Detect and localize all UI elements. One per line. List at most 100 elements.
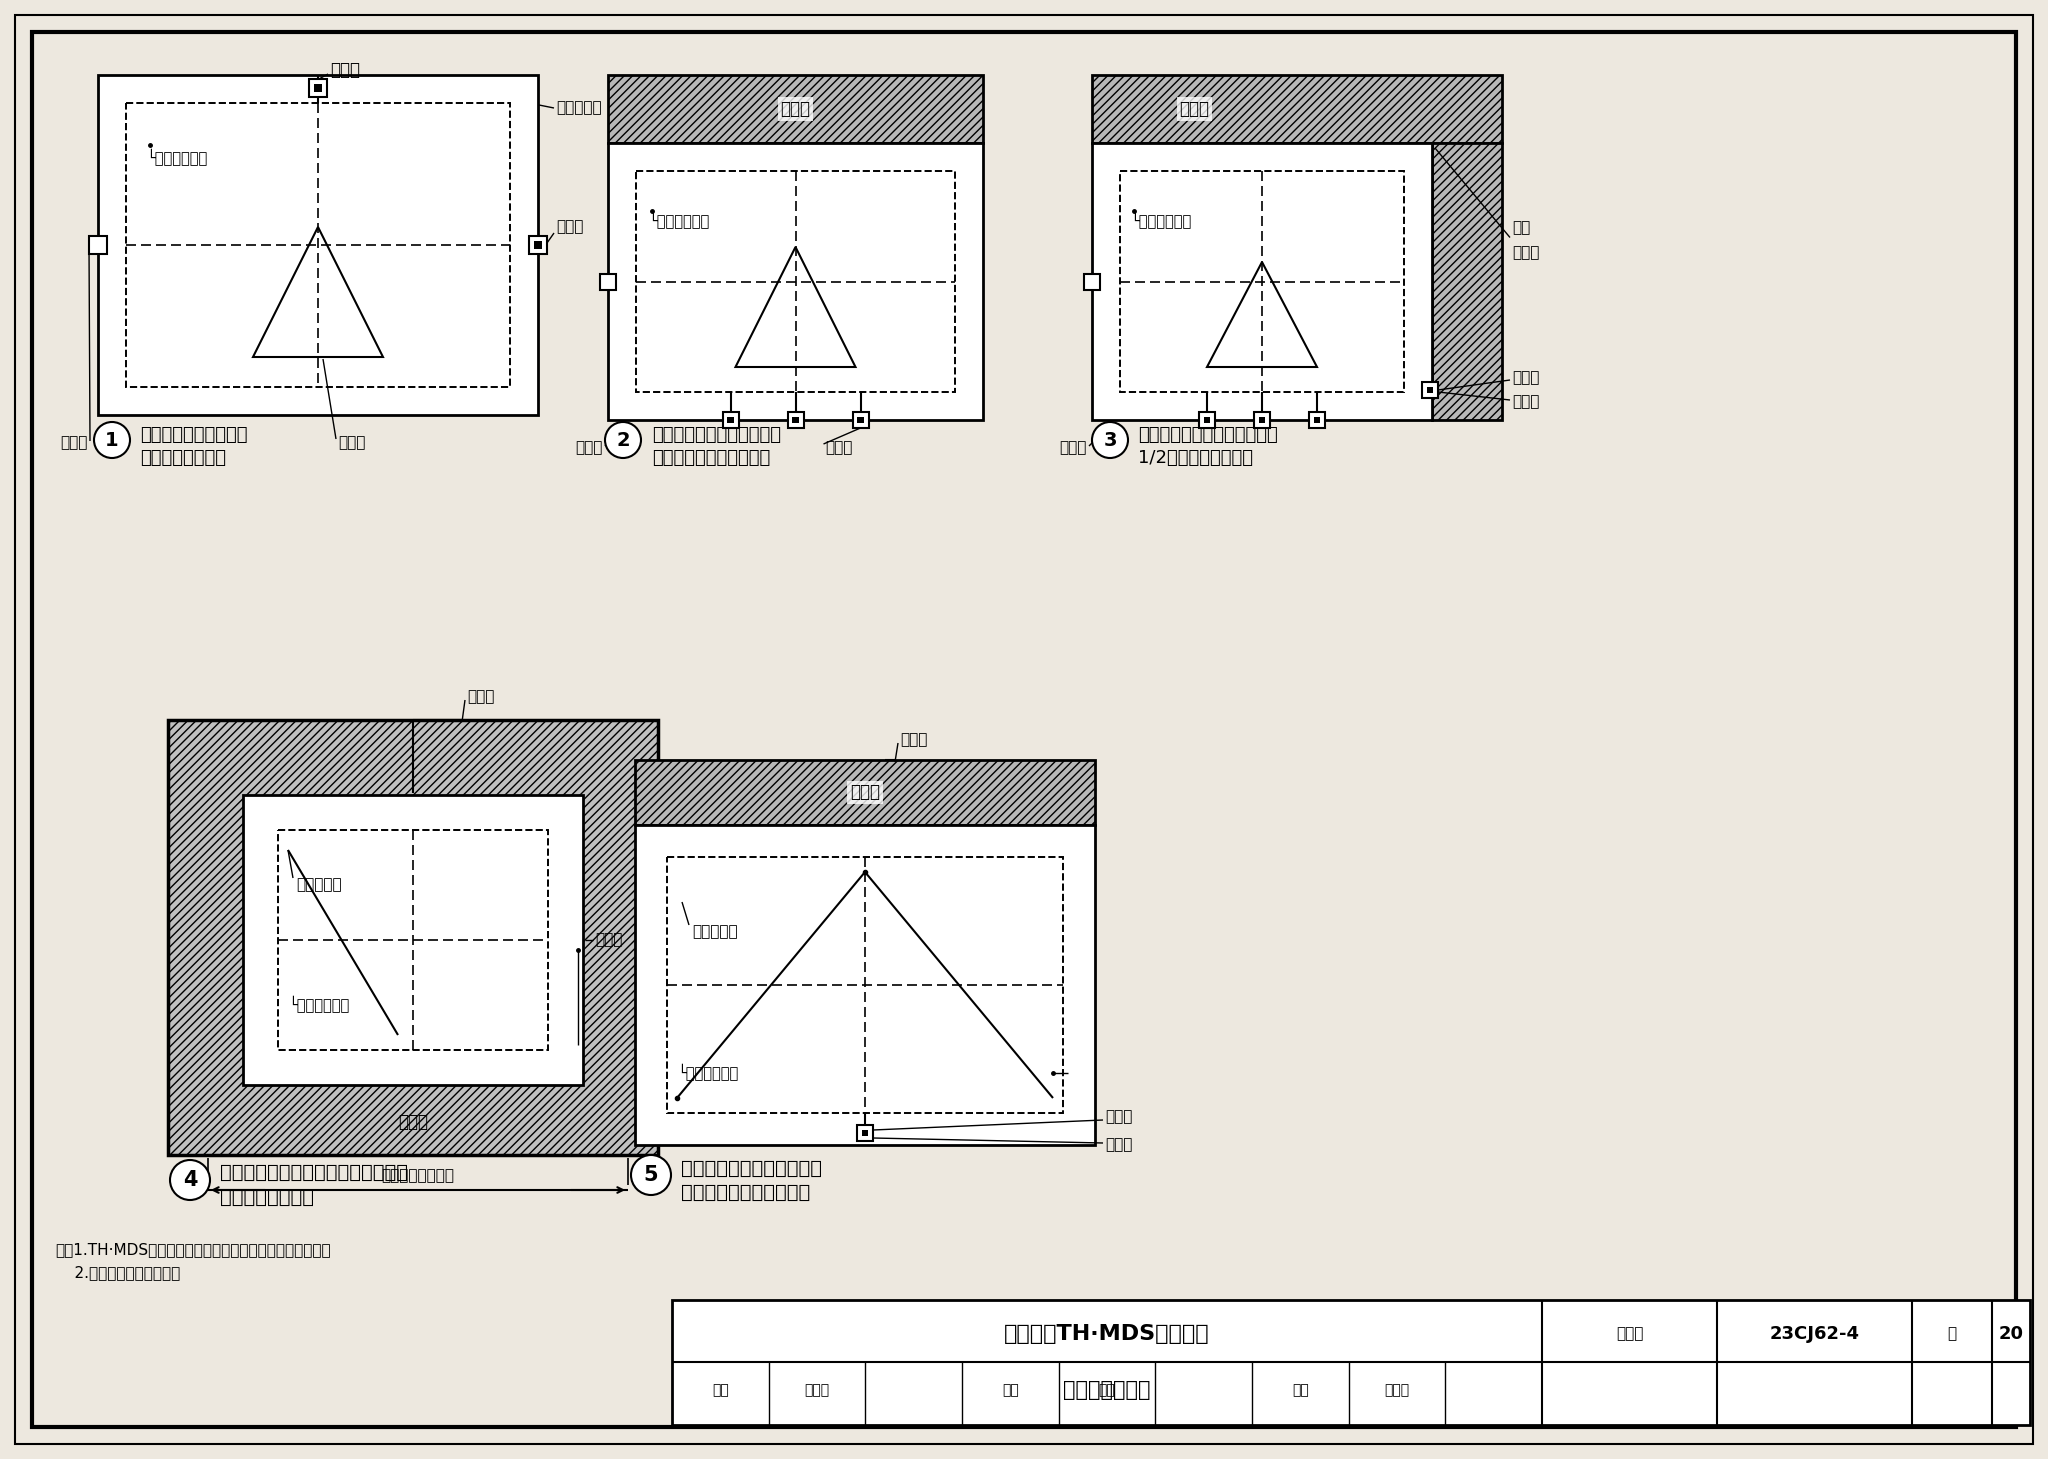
Bar bbox=[600, 273, 616, 289]
Text: 23CJ62-4: 23CJ62-4 bbox=[1769, 1325, 1860, 1342]
Text: 5: 5 bbox=[643, 1164, 657, 1185]
Text: 地下工程顶板种植土与一个: 地下工程顶板种植土与一个 bbox=[682, 1158, 821, 1177]
Bar bbox=[1427, 387, 1434, 394]
Bar bbox=[1120, 171, 1405, 392]
Circle shape bbox=[1092, 422, 1128, 458]
Text: 地下工程顶板种植土与: 地下工程顶板种植土与 bbox=[139, 426, 248, 444]
Text: 导流槽: 导流槽 bbox=[899, 732, 928, 747]
Text: 通过排水系统排水: 通过排水系统排水 bbox=[219, 1188, 313, 1207]
Bar bbox=[279, 830, 549, 1050]
Text: 建筑物: 建筑物 bbox=[397, 1113, 428, 1131]
Text: 建筑物: 建筑物 bbox=[850, 783, 881, 801]
Text: 1: 1 bbox=[104, 430, 119, 449]
Text: 排水管: 排水管 bbox=[1106, 1138, 1133, 1153]
Text: └地下工程顶板: └地下工程顶板 bbox=[647, 213, 709, 229]
Bar bbox=[637, 171, 954, 392]
Circle shape bbox=[94, 422, 129, 458]
Text: 方向的周边自然土相连通: 方向的周边自然土相连通 bbox=[682, 1182, 811, 1202]
Bar bbox=[309, 79, 328, 96]
Bar bbox=[862, 1129, 868, 1137]
Bar bbox=[635, 824, 1096, 1145]
Bar bbox=[858, 417, 864, 423]
Bar bbox=[635, 760, 1096, 824]
Text: 1/2周边自然土相连通: 1/2周边自然土相连通 bbox=[1139, 449, 1253, 467]
Bar bbox=[1198, 411, 1214, 427]
Bar bbox=[1083, 273, 1100, 289]
Text: 导流槽: 导流槽 bbox=[467, 690, 494, 705]
Bar bbox=[788, 411, 803, 427]
Text: 集水坑: 集水坑 bbox=[596, 932, 623, 947]
Text: 张明: 张明 bbox=[1098, 1383, 1116, 1398]
Text: 建筑物: 建筑物 bbox=[1180, 101, 1210, 118]
Text: 导流槽: 导流槽 bbox=[1059, 441, 1087, 455]
Text: 2.本页图仅为平面示意。: 2.本页图仅为平面示意。 bbox=[55, 1265, 180, 1281]
Text: 页: 页 bbox=[1948, 1326, 1956, 1341]
Bar bbox=[1421, 382, 1438, 398]
Text: 导流槽: 导流槽 bbox=[338, 435, 365, 451]
Bar bbox=[1092, 74, 1501, 143]
Text: 透气观察管: 透气观察管 bbox=[555, 101, 602, 115]
Text: 集水笼: 集水笼 bbox=[1106, 1109, 1133, 1125]
Circle shape bbox=[631, 1156, 672, 1195]
Circle shape bbox=[170, 1160, 211, 1199]
Bar bbox=[88, 236, 106, 254]
Text: 透气: 透气 bbox=[1511, 220, 1530, 235]
Bar bbox=[608, 143, 983, 420]
Bar bbox=[727, 417, 733, 423]
Text: 注：1.TH·MDS排水系统设计及配件的设置见具体工程设计。: 注：1.TH·MDS排水系统设计及配件的设置见具体工程设计。 bbox=[55, 1243, 330, 1258]
Text: └地下工程顶板: └地下工程顶板 bbox=[289, 996, 350, 1014]
Text: 集水笼: 集水笼 bbox=[1511, 371, 1540, 385]
Bar bbox=[723, 411, 739, 427]
Bar bbox=[1260, 417, 1266, 423]
Text: 3: 3 bbox=[1104, 430, 1116, 449]
Bar bbox=[1204, 417, 1210, 423]
Text: 通过排水系统排水: 通过排水系统排水 bbox=[381, 1169, 455, 1183]
Text: 4: 4 bbox=[182, 1170, 197, 1191]
Text: └地下工程顶板: └地下工程顶板 bbox=[145, 149, 207, 166]
Text: 排水管: 排水管 bbox=[1511, 394, 1540, 410]
Text: 方向的周边自然土相连通: 方向的周边自然土相连通 bbox=[651, 449, 770, 467]
Text: 校对: 校对 bbox=[1001, 1383, 1018, 1398]
Text: 20: 20 bbox=[1999, 1325, 2023, 1342]
Text: 集水笼: 集水笼 bbox=[555, 219, 584, 235]
Text: 透气观察管: 透气观察管 bbox=[297, 877, 342, 893]
Text: 集水笼: 集水笼 bbox=[330, 61, 360, 79]
Text: 观察管: 观察管 bbox=[1511, 245, 1540, 260]
Text: 导流槽: 导流槽 bbox=[575, 441, 602, 455]
Bar bbox=[856, 1125, 872, 1141]
Bar bbox=[244, 795, 584, 1085]
Text: 建筑物: 建筑物 bbox=[780, 101, 811, 118]
Bar bbox=[668, 856, 1063, 1113]
Text: 周边自然土相连通: 周边自然土相连通 bbox=[139, 449, 225, 467]
Bar bbox=[672, 1300, 2030, 1425]
Bar bbox=[1253, 411, 1270, 427]
Text: 设计: 设计 bbox=[1292, 1383, 1309, 1398]
Text: └地下工程顶板: └地下工程顶板 bbox=[678, 1065, 737, 1081]
Text: 种植顶板TH·MDS排水系统: 种植顶板TH·MDS排水系统 bbox=[1004, 1323, 1210, 1344]
Bar bbox=[313, 85, 322, 92]
Text: 张征标: 张征标 bbox=[1384, 1383, 1409, 1398]
Bar bbox=[1432, 143, 1501, 420]
Text: 图集号: 图集号 bbox=[1616, 1326, 1642, 1341]
Text: 地下工程顶板种植土与不小于: 地下工程顶板种植土与不小于 bbox=[1139, 426, 1278, 444]
Text: 排水管: 排水管 bbox=[61, 435, 88, 451]
Bar bbox=[852, 411, 868, 427]
Bar bbox=[608, 74, 983, 143]
Bar bbox=[535, 241, 543, 249]
Text: └地下工程顶板: └地下工程顶板 bbox=[1130, 213, 1192, 229]
Text: 地下工程顶板种植土与周边不连通，: 地下工程顶板种植土与周边不连通， bbox=[219, 1163, 408, 1182]
Text: 排水管: 排水管 bbox=[825, 441, 852, 455]
Text: 透气观察管: 透气观察管 bbox=[692, 925, 737, 940]
Text: 肖华春: 肖华春 bbox=[805, 1383, 829, 1398]
Bar bbox=[98, 74, 539, 414]
Text: 平面布置示意图: 平面布置示意图 bbox=[1063, 1380, 1151, 1401]
Bar bbox=[127, 104, 510, 387]
Bar bbox=[1313, 417, 1321, 423]
Circle shape bbox=[604, 422, 641, 458]
Bar bbox=[1092, 143, 1432, 420]
Text: 地下工程顶板种植土与三个: 地下工程顶板种植土与三个 bbox=[651, 426, 780, 444]
Bar bbox=[793, 417, 799, 423]
Bar bbox=[528, 236, 547, 254]
Text: 2: 2 bbox=[616, 430, 631, 449]
Bar bbox=[1309, 411, 1325, 427]
